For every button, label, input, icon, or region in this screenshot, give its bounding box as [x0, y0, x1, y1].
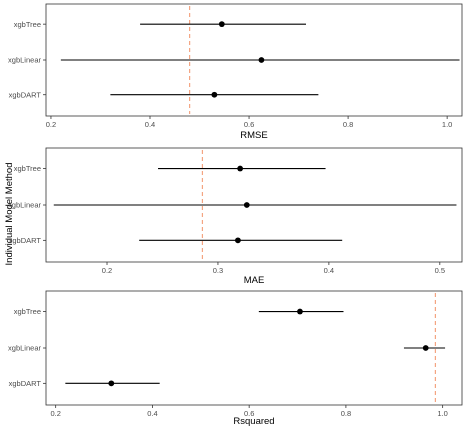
panel-border: [45, 290, 463, 406]
x-axis-title: MAE: [244, 275, 265, 286]
point-xgblinear: [258, 57, 265, 63]
x-tick-label: 0.5: [435, 266, 445, 275]
x-tick-label: 0.3: [213, 266, 223, 275]
category-label: xgbLinear: [8, 344, 41, 353]
category-label: xgbTree: [14, 307, 41, 316]
point-xgbtree: [237, 165, 244, 172]
x-tick-label: 0.6: [244, 409, 254, 418]
y-axis-title: Individual Model Method: [4, 163, 15, 266]
x-tick-label: 0.4: [324, 266, 334, 275]
category-label: xgbTree: [14, 20, 41, 29]
point-xgblinear: [422, 345, 429, 351]
x-tick-label: 1.0: [437, 409, 447, 418]
category-label: xgbLinear: [8, 56, 41, 65]
x-tick-label: 0.6: [244, 120, 254, 129]
x-axis-title: RMSE: [240, 130, 267, 141]
category-label: xgbDART: [9, 236, 42, 245]
category-label: xgbDART: [9, 379, 42, 388]
x-tick-label: 0.2: [102, 266, 112, 275]
x-axis-title: Rsquared: [233, 416, 274, 427]
point-xgbdart: [108, 380, 115, 387]
x-tick-label: 0.4: [145, 120, 155, 129]
point-xgbtree: [297, 308, 303, 315]
point-xgbtree: [218, 21, 225, 28]
point-xgbdart: [235, 237, 241, 244]
x-tick-label: 0.2: [46, 120, 56, 129]
x-tick-label: 0.4: [147, 409, 157, 418]
x-tick-label: 0.8: [341, 409, 351, 418]
point-xgblinear: [243, 202, 250, 208]
panel-rsquared: 0.2 0.4 0.6 0.8 1.0 xgbTree xgbLinear xgbDART Rs…: [8, 290, 463, 427]
category-label: xgbTree: [14, 164, 41, 173]
point-xgbdart: [211, 91, 218, 98]
x-tick-label: 1.0: [442, 120, 452, 129]
category-label: xgbDART: [9, 90, 42, 99]
x-tick-label: 0.2: [50, 409, 60, 418]
panels: 0.2 0.4 0.6 0.8 1.0 xgbTree xgbLinear xgbDART RM…: [8, 3, 463, 427]
category-label: xgbLinear: [8, 201, 41, 210]
x-tick-label: 0.8: [343, 120, 353, 129]
panel-rmse: 0.2 0.4 0.6 0.8 1.0 xgbTree xgbLinear xgbDART RM…: [8, 3, 463, 141]
panel-mae: 0.2 0.3 0.4 0.5 xgbTree xgbLinear xgbDART MAE: [8, 147, 463, 286]
